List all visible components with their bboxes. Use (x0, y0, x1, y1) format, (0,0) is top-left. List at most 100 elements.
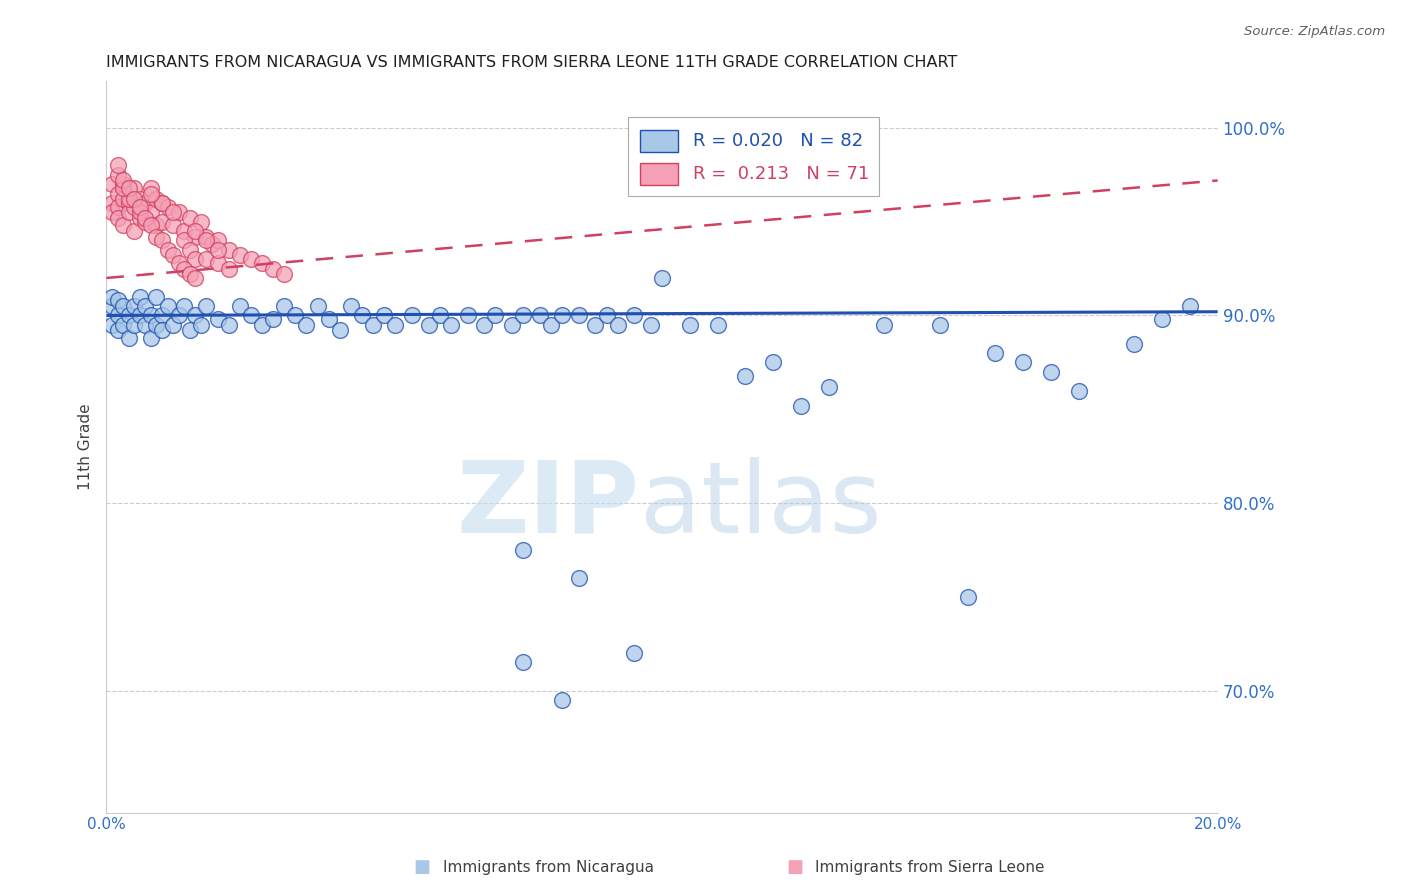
Point (112, 173, 135, 187)
Point (606, 318, 628, 332)
Point (173, 234, 195, 248)
Point (873, 318, 896, 332)
Point (122, 318, 145, 332)
Point (128, 200, 150, 214)
Point (101, 318, 124, 332)
Point (107, 211, 129, 225)
Point (195, 229, 218, 244)
Text: atlas: atlas (640, 457, 882, 554)
Point (1040, 365, 1063, 379)
Point (128, 211, 150, 225)
Point (501, 318, 523, 332)
Point (118, 192, 141, 206)
Point (429, 309, 451, 323)
Point (101, 177, 124, 191)
Point (118, 181, 141, 195)
Point (122, 181, 145, 195)
Point (150, 196, 173, 211)
Point (101, 290, 124, 304)
Point (284, 309, 307, 323)
Point (1067, 384, 1090, 398)
Point (1123, 336, 1146, 351)
Point (101, 196, 124, 211)
Text: IMMIGRANTS FROM NICARAGUA VS IMMIGRANTS FROM SIERRA LEONE 11TH GRADE CORRELATION: IMMIGRANTS FROM NICARAGUA VS IMMIGRANTS … (107, 55, 957, 70)
Point (762, 355, 785, 369)
Text: ■: ■ (786, 858, 803, 876)
Point (195, 299, 218, 313)
Point (134, 299, 156, 313)
Point (318, 312, 340, 326)
Point (207, 234, 229, 248)
Point (107, 200, 129, 214)
Point (145, 290, 167, 304)
Point (107, 158, 129, 172)
Point (595, 309, 617, 323)
Point (734, 368, 756, 383)
Point (112, 177, 135, 191)
Point (122, 200, 145, 214)
Point (107, 309, 129, 323)
Point (484, 309, 506, 323)
Point (262, 312, 284, 326)
Point (145, 192, 167, 206)
Point (440, 318, 463, 332)
Point (167, 256, 190, 270)
Point (156, 299, 179, 313)
Point (184, 252, 207, 267)
Point (295, 318, 318, 332)
Point (195, 252, 218, 267)
Point (790, 399, 813, 413)
Point (273, 267, 295, 281)
Point (134, 211, 156, 225)
Point (150, 234, 173, 248)
Point (207, 312, 229, 326)
Point (118, 309, 141, 323)
Point (112, 219, 135, 233)
Point (145, 229, 167, 244)
Point (551, 693, 574, 707)
Point (184, 229, 207, 244)
Point (128, 192, 150, 206)
Point (156, 200, 179, 214)
Point (623, 646, 645, 660)
Point (250, 256, 273, 270)
Point (184, 271, 207, 285)
Point (195, 234, 218, 248)
Point (340, 299, 363, 313)
Text: ZIP: ZIP (457, 457, 640, 554)
Point (118, 331, 141, 345)
Point (122, 299, 145, 313)
Point (229, 248, 252, 262)
Point (179, 324, 201, 338)
Point (118, 196, 141, 211)
Point (173, 299, 195, 313)
Point (540, 318, 562, 332)
Point (139, 219, 162, 233)
Text: R =  0.213   N = 71: R = 0.213 N = 71 (693, 165, 869, 183)
Point (150, 196, 173, 211)
Point (817, 380, 839, 394)
Point (145, 219, 167, 233)
Point (134, 215, 156, 229)
Point (162, 205, 184, 219)
Point (472, 318, 495, 332)
Point (112, 318, 135, 332)
Point (218, 318, 240, 332)
Point (179, 267, 201, 281)
Point (352, 309, 374, 323)
Point (273, 299, 295, 313)
Point (179, 243, 201, 257)
Text: Immigrants from Nicaragua: Immigrants from Nicaragua (443, 860, 654, 874)
Point (190, 318, 212, 332)
Point (107, 186, 129, 201)
Point (112, 299, 135, 313)
Text: ■: ■ (413, 858, 430, 876)
Point (207, 243, 229, 257)
Point (201, 237, 224, 252)
Point (568, 571, 591, 585)
Point (128, 205, 150, 219)
Point (583, 318, 606, 332)
Text: Immigrants from Sierra Leone: Immigrants from Sierra Leone (815, 860, 1045, 874)
Point (679, 318, 702, 332)
Point (250, 318, 273, 332)
